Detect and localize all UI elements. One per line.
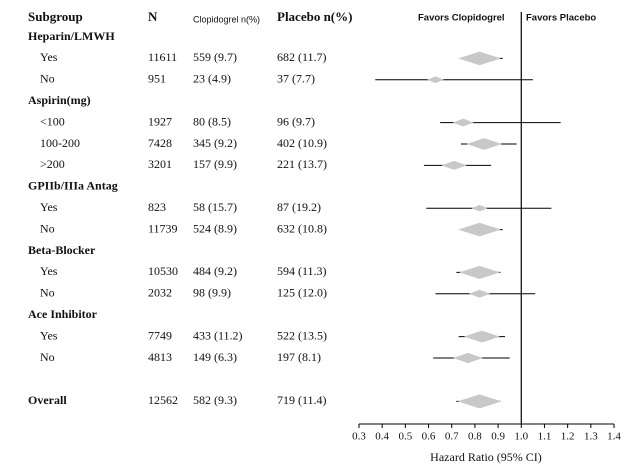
row-clopidogrel: 23 (4.9) bbox=[193, 72, 231, 86]
row-n: 3201 bbox=[148, 157, 172, 171]
row-n: 7428 bbox=[148, 136, 172, 150]
hr-marker bbox=[463, 330, 500, 343]
row-label: Yes bbox=[40, 264, 58, 278]
row-clopidogrel: 582 (9.3) bbox=[193, 393, 237, 407]
row-clopidogrel: 58 (15.7) bbox=[193, 200, 237, 214]
row-n: 2032 bbox=[148, 286, 172, 300]
hr-marker bbox=[457, 394, 502, 409]
row-clopidogrel: 433 (11.2) bbox=[193, 328, 243, 342]
hr-marker bbox=[453, 352, 483, 364]
row-placebo: 37 (7.7) bbox=[277, 72, 315, 86]
row-clopidogrel: 484 (9.2) bbox=[193, 264, 237, 278]
x-tick-label: 1.1 bbox=[538, 431, 552, 443]
row-placebo: 402 (10.9) bbox=[277, 136, 327, 150]
x-tick-label: 1.2 bbox=[561, 431, 575, 443]
row-n: 11611 bbox=[148, 50, 177, 64]
hr-marker bbox=[466, 138, 502, 150]
row-placebo: 197 (8.1) bbox=[277, 350, 321, 364]
favors-right: Favors Placebo bbox=[526, 13, 596, 24]
hr-marker bbox=[458, 51, 501, 66]
x-axis-label: Hazard Ratio (95% CI) bbox=[430, 450, 542, 464]
row-label: >200 bbox=[40, 157, 65, 171]
header-clopidogrel: Clopidogrel n(%) bbox=[193, 14, 260, 24]
x-tick-label: 0.6 bbox=[422, 431, 436, 443]
favors-left: Favors Clopidogrel bbox=[418, 13, 505, 24]
group-label: Beta-Blocker bbox=[28, 243, 96, 257]
hr-marker bbox=[458, 222, 501, 237]
row-clopidogrel: 524 (8.9) bbox=[193, 221, 237, 235]
hr-marker bbox=[468, 289, 491, 298]
row-n: 7749 bbox=[148, 328, 172, 342]
row-n: 823 bbox=[148, 200, 166, 214]
row-label: Yes bbox=[40, 200, 58, 214]
hr-marker bbox=[427, 76, 444, 84]
row-label: No bbox=[40, 350, 55, 364]
row-n: 1927 bbox=[148, 114, 172, 128]
row-label: No bbox=[40, 286, 55, 300]
row-placebo: 125 (12.0) bbox=[277, 286, 327, 300]
x-tick-label: 1.3 bbox=[584, 431, 598, 443]
row-label: <100 bbox=[40, 114, 65, 128]
x-tick-label: 0.3 bbox=[352, 431, 366, 443]
row-label: Yes bbox=[40, 328, 58, 342]
row-placebo: 632 (10.8) bbox=[277, 221, 327, 235]
x-tick-label: 1.4 bbox=[607, 431, 621, 443]
row-n: 4813 bbox=[148, 350, 172, 364]
row-clopidogrel: 149 (6.3) bbox=[193, 350, 237, 364]
group-label: Aspirin(mg) bbox=[28, 93, 91, 107]
group-label: Ace Inhibitor bbox=[28, 307, 98, 321]
row-n: 12562 bbox=[148, 393, 178, 407]
row-placebo: 221 (13.7) bbox=[277, 157, 327, 171]
hr-marker bbox=[459, 265, 500, 279]
row-clopidogrel: 80 (8.5) bbox=[193, 114, 231, 128]
row-placebo: 682 (11.7) bbox=[277, 50, 327, 64]
row-label: 100-200 bbox=[40, 136, 80, 150]
row-placebo: 719 (11.4) bbox=[277, 393, 327, 407]
header-placebo: Placebo n(%) bbox=[277, 9, 352, 24]
row-placebo: 96 (9.7) bbox=[277, 114, 315, 128]
row-n: 10530 bbox=[148, 264, 178, 278]
row-label: No bbox=[40, 221, 55, 235]
x-tick-label: 0.7 bbox=[445, 431, 459, 443]
row-clopidogrel: 157 (9.9) bbox=[193, 157, 237, 171]
row-n: 951 bbox=[148, 72, 166, 86]
hr-marker bbox=[452, 118, 474, 127]
header-subgroup: Subgroup bbox=[28, 9, 83, 24]
row-n: 11739 bbox=[148, 221, 178, 235]
x-tick-label: 0.5 bbox=[398, 431, 412, 443]
row-placebo: 87 (19.2) bbox=[277, 200, 321, 214]
x-tick-label: 0.8 bbox=[468, 431, 482, 443]
row-placebo: 522 (13.5) bbox=[277, 328, 327, 342]
row-clopidogrel: 98 (9.9) bbox=[193, 286, 231, 300]
row-clopidogrel: 345 (9.2) bbox=[193, 136, 237, 150]
group-label: GPIIb/IIIa Antag bbox=[28, 179, 118, 193]
x-tick-label: 1.0 bbox=[514, 431, 528, 443]
hr-marker bbox=[441, 160, 467, 170]
header-n: N bbox=[148, 9, 158, 24]
group-label: Heparin/LMWH bbox=[28, 29, 115, 43]
row-placebo: 594 (11.3) bbox=[277, 264, 327, 278]
row-label: No bbox=[40, 72, 55, 86]
row-label: Yes bbox=[40, 50, 58, 64]
x-tick-label: 0.4 bbox=[375, 431, 389, 443]
x-tick-label: 0.9 bbox=[491, 431, 505, 443]
row-clopidogrel: 559 (9.7) bbox=[193, 50, 237, 64]
row-label: Overall bbox=[28, 393, 67, 407]
hr-marker bbox=[471, 204, 488, 212]
